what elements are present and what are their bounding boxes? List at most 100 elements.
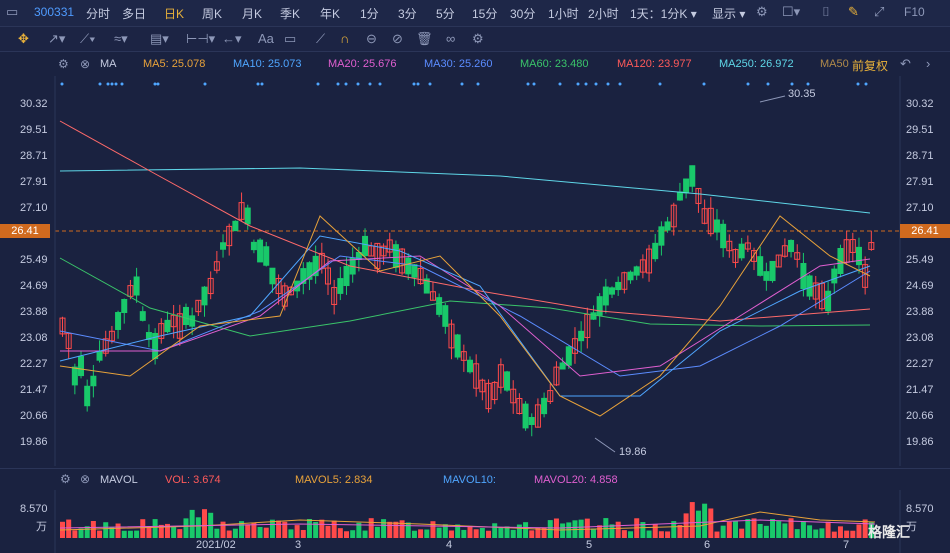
settings-icon[interactable]: ⚙: [472, 31, 484, 46]
candle-body: [602, 286, 609, 306]
period-dropdown[interactable]: 1天：1分K ▾: [630, 7, 697, 21]
adjust-button[interactable]: 前复权: [852, 59, 889, 73]
lock-icon[interactable]: ⊖: [366, 31, 377, 46]
ma10-label: MA10: 25.073: [233, 58, 302, 70]
tab-zhouk[interactable]: 周K: [202, 7, 223, 21]
gear-icon[interactable]: ⚙: [756, 4, 768, 19]
volume-bar: [319, 519, 325, 538]
candle-body: [269, 267, 276, 285]
line-tool-icon[interactable]: ↗▾: [48, 31, 66, 46]
volume-bar: [109, 527, 115, 538]
comment-tool-icon[interactable]: ▭: [284, 31, 297, 46]
ruler-tool-icon[interactable]: ⟋: [316, 31, 326, 46]
candle-body: [676, 191, 683, 201]
candle-body: [90, 375, 97, 387]
tab-1hour[interactable]: 1小时: [548, 7, 579, 21]
magnet-icon[interactable]: ∩: [340, 31, 350, 46]
candle-body: [528, 416, 535, 426]
event-marker: [106, 82, 110, 86]
event-marker: [476, 82, 480, 86]
tab-5min[interactable]: 5分: [436, 7, 455, 21]
vol-axis-top-left: 8.570: [20, 503, 48, 515]
tab-30min[interactable]: 30分: [510, 7, 536, 21]
tab-3min[interactable]: 3分: [398, 7, 417, 21]
candlestick-chart[interactable]: [0, 76, 950, 466]
move-cross-icon[interactable]: ✥: [18, 31, 29, 46]
display-dropdown[interactable]: 显示 ▾: [712, 7, 746, 21]
f10-button[interactable]: F10: [904, 5, 925, 19]
tab-rik[interactable]: 日K: [164, 7, 185, 21]
volume-bar: [183, 518, 189, 538]
link-icon[interactable]: ∞: [446, 31, 456, 46]
expand-icon[interactable]: ⤢: [874, 4, 885, 19]
candle-body: [195, 299, 202, 313]
tab-niank[interactable]: 年K: [320, 7, 341, 21]
pencil-icon[interactable]: ✎: [848, 4, 859, 19]
range-tool-icon[interactable]: ⊢⊣▾: [186, 31, 216, 46]
undo-icon[interactable]: ↶: [900, 56, 911, 71]
tab-2hour[interactable]: 2小时: [588, 7, 619, 21]
volume-bar: [424, 529, 430, 538]
candle-body: [96, 351, 103, 361]
panel-icon[interactable]: ▭: [6, 4, 19, 19]
high-annotation: 30.35: [788, 88, 816, 100]
volume-bar: [714, 531, 720, 538]
mavol20-label: MAVOL20: 4.858: [534, 474, 618, 486]
volume-bar: [535, 527, 541, 538]
event-marker: [558, 82, 562, 86]
candle-body: [590, 312, 597, 320]
volume-chart[interactable]: [0, 490, 950, 553]
price-axis-label: 24.69: [20, 280, 48, 292]
volume-bar: [350, 530, 356, 538]
tab-fenshi[interactable]: 分时: [86, 7, 111, 21]
volume-bar: [405, 522, 411, 538]
candle-body: [454, 334, 461, 358]
candle-body: [744, 242, 751, 250]
volume-bar: [368, 518, 374, 538]
volume-bar: [344, 531, 350, 538]
vol-label: VOL: 3.674: [165, 474, 221, 486]
volume-bar: [541, 527, 547, 538]
tab-yuek[interactable]: 月K: [242, 7, 263, 21]
arrow-tool-icon[interactable]: ←▾: [222, 31, 242, 46]
channel-tool-icon[interactable]: ▤▾: [150, 31, 169, 46]
event-marker: [532, 82, 536, 86]
volume-bar: [245, 524, 251, 538]
candle-body: [429, 291, 436, 301]
vol-close-icon[interactable]: ⊗: [80, 472, 91, 486]
volume-bar: [560, 523, 566, 538]
ma-line: [59, 120, 871, 322]
vol-axis-unit-left: 万: [36, 521, 47, 533]
tab-duori[interactable]: 多日: [122, 7, 147, 21]
candle-body: [164, 319, 171, 333]
candle-body: [825, 290, 832, 312]
ma-close-icon[interactable]: ⊗: [80, 57, 91, 71]
candle-body: [71, 366, 78, 386]
wave-tool-icon[interactable]: ≈▾: [114, 31, 128, 46]
text-tool-icon[interactable]: Aa: [258, 31, 274, 46]
square-icon[interactable]: ☐▾: [782, 4, 801, 19]
candle-body: [133, 276, 140, 296]
volume-bar: [300, 529, 306, 538]
volume-bar: [794, 529, 800, 538]
hide-icon[interactable]: ⊘: [392, 31, 403, 46]
candle-body: [121, 298, 128, 314]
volume-bar: [825, 521, 831, 538]
vol-gear-icon[interactable]: ⚙: [60, 472, 71, 486]
ma-gear-icon[interactable]: ⚙: [58, 57, 69, 71]
tab-15min[interactable]: 15分: [472, 7, 498, 21]
mavol5-line: [59, 511, 876, 531]
tab-1min[interactable]: 1分: [360, 7, 379, 21]
volume-bar: [819, 528, 825, 538]
trash-icon[interactable]: 🗑: [416, 31, 433, 46]
ray-tool-icon[interactable]: ⟋▾: [80, 31, 96, 46]
volume-bar: [282, 521, 288, 538]
tab-jik[interactable]: 季K: [280, 7, 301, 21]
candle-body: [547, 390, 554, 402]
chevron-right-icon[interactable]: ›: [926, 56, 931, 71]
event-marker: [260, 82, 264, 86]
candle-body: [115, 312, 122, 330]
candle-body: [609, 287, 616, 295]
ma20-label: MA20: 25.676: [328, 58, 397, 70]
camera-icon[interactable]: ⌷: [822, 4, 830, 19]
